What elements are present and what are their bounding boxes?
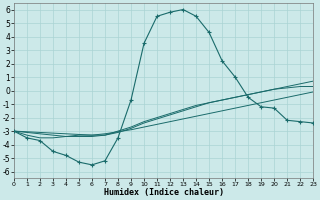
X-axis label: Humidex (Indice chaleur): Humidex (Indice chaleur) [104,188,224,197]
